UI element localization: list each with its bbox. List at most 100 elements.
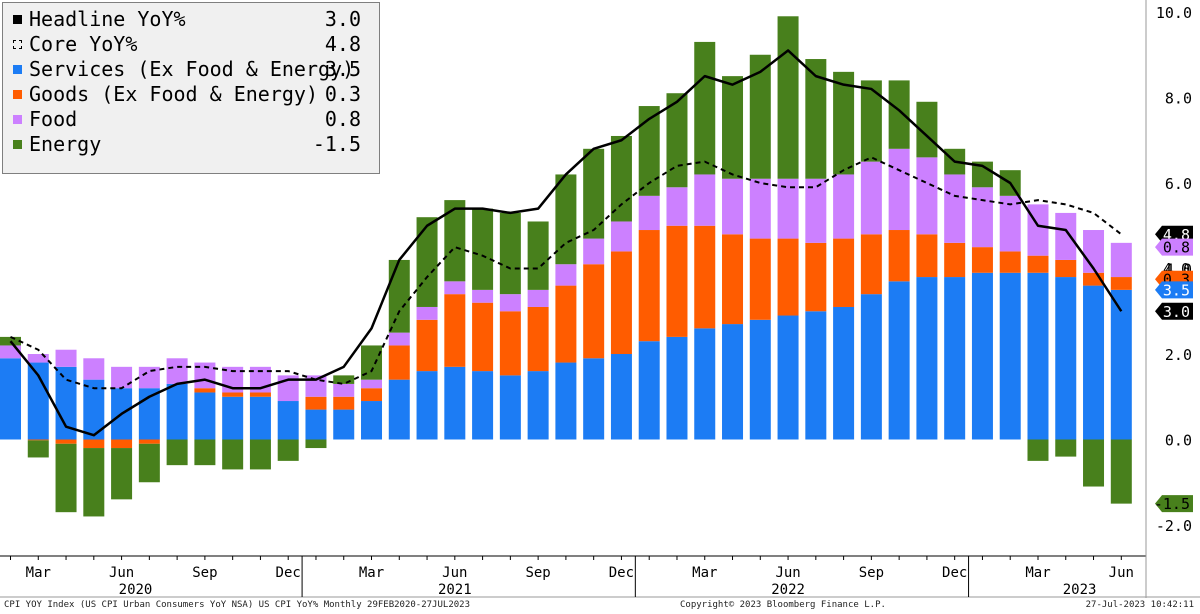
bar-goods-17 [472, 302, 494, 372]
bar-services-30 [833, 306, 855, 440]
bar-energy-38 [1055, 439, 1077, 457]
year-label: 2021 [438, 582, 472, 598]
bar-energy-37 [1027, 439, 1049, 461]
legend-item-food: Food 0.8 [13, 107, 361, 132]
bar-services-34 [944, 277, 966, 440]
bar-energy-28 [777, 16, 799, 179]
year-label: 2022 [771, 582, 805, 598]
legend-item-core: Core YoY% 4.8 [13, 32, 361, 57]
bar-goods-31 [860, 234, 882, 295]
bar-services-3 [83, 379, 105, 440]
bar-food-2 [55, 349, 77, 367]
bar-goods-36 [999, 251, 1021, 273]
bar-energy-25 [694, 41, 716, 175]
bar-food-5 [138, 366, 160, 389]
bar-energy-10 [277, 439, 299, 461]
x-tick-label: Mar [359, 565, 384, 581]
legend-swatch-headline [13, 15, 22, 24]
bar-food-37 [1027, 204, 1049, 256]
bar-goods-28 [777, 238, 799, 316]
value-tag-label: 0.8 [1163, 239, 1190, 257]
bar-energy-6 [166, 439, 188, 466]
bar-food-40 [1110, 242, 1132, 278]
bar-energy-15 [416, 217, 438, 307]
bar-energy-12 [333, 375, 355, 384]
bar-services-2 [55, 366, 77, 440]
value-tag-label: 3.5 [1163, 281, 1190, 299]
bar-goods-22 [610, 251, 632, 354]
bar-food-28 [777, 178, 799, 239]
bar-food-22 [610, 221, 632, 252]
footer-source: CPI YOY Index (US CPI Urban Consumers Yo… [4, 600, 470, 610]
x-tick-label: Mar [26, 565, 51, 581]
bar-services-1 [27, 362, 49, 440]
bar-food-16 [444, 281, 466, 295]
bar-food-17 [472, 289, 494, 303]
bar-food-26 [722, 178, 744, 235]
value-tag-shape [1155, 495, 1193, 513]
bar-food-38 [1055, 212, 1077, 260]
bar-goods-3 [83, 439, 105, 449]
headline-line [9, 49, 1123, 437]
bar-services-33 [916, 277, 938, 440]
bar-energy-18 [499, 212, 521, 295]
bar-food-20 [555, 264, 577, 286]
bar-services-17 [472, 371, 494, 440]
bar-goods-37 [1027, 255, 1049, 273]
legend-item-services: Services (Ex Food & Energy) 3.5 [13, 57, 361, 82]
bar-services-40 [1110, 289, 1132, 440]
bar-energy-5 [138, 443, 160, 483]
bar-energy-17 [472, 208, 494, 290]
bar-services-13 [361, 401, 383, 440]
legend-swatch-core [13, 40, 22, 49]
value-tag-shape [1155, 302, 1193, 320]
bar-food-30 [833, 174, 855, 239]
bar-services-27 [749, 319, 771, 440]
bar-services-25 [694, 328, 716, 440]
bar-food-18 [499, 294, 521, 312]
bar-goods-34 [944, 242, 966, 278]
value-tag-label: 3.0 [1163, 303, 1190, 321]
x-tick-label: Jun [442, 565, 467, 581]
bar-energy-22 [610, 135, 632, 222]
bar-energy-29 [805, 59, 827, 179]
bar-food-24 [666, 187, 688, 226]
bar-goods-24 [666, 225, 688, 337]
bar-goods-11 [305, 396, 327, 410]
x-tick-label: Sep [525, 565, 550, 581]
value-tag: 0.8 [1155, 238, 1193, 257]
bar-services-22 [610, 354, 632, 440]
x-tick-label: Sep [192, 565, 217, 581]
footer-timestamp: 27-Jul-2023 10:42:11 [1085, 600, 1194, 610]
bar-food-29 [805, 178, 827, 243]
bar-food-6 [166, 358, 188, 384]
bar-energy-19 [527, 221, 549, 290]
y-tick-label: -2.0 [1156, 517, 1192, 535]
bar-services-9 [249, 396, 271, 440]
bar-goods-21 [583, 264, 605, 359]
legend-swatch-energy [13, 140, 22, 149]
bar-services-11 [305, 409, 327, 440]
bar-services-18 [499, 375, 521, 440]
bar-services-19 [527, 371, 549, 440]
value-tag-shape [1155, 238, 1193, 256]
bar-goods-40 [1110, 277, 1132, 290]
bar-energy-20 [555, 174, 577, 265]
bar-goods-12 [333, 396, 355, 410]
bar-energy-1 [27, 440, 49, 458]
bar-energy-26 [722, 76, 744, 179]
value-tag-label: -1.5 [1154, 495, 1190, 513]
bar-services-20 [555, 362, 577, 440]
x-tick-label: Jun [1109, 565, 1134, 581]
y-tick-label: 2.0 [1165, 346, 1192, 364]
bar-food-25 [694, 174, 716, 226]
bar-goods-7 [194, 388, 216, 393]
bar-services-31 [860, 294, 882, 440]
bar-goods-2 [55, 439, 77, 444]
y-tick-label: 10.0 [1156, 4, 1192, 22]
bar-goods-5 [138, 439, 160, 444]
bar-goods-9 [249, 392, 271, 397]
bar-goods-29 [805, 242, 827, 312]
x-tick-label: Dec [276, 565, 301, 581]
